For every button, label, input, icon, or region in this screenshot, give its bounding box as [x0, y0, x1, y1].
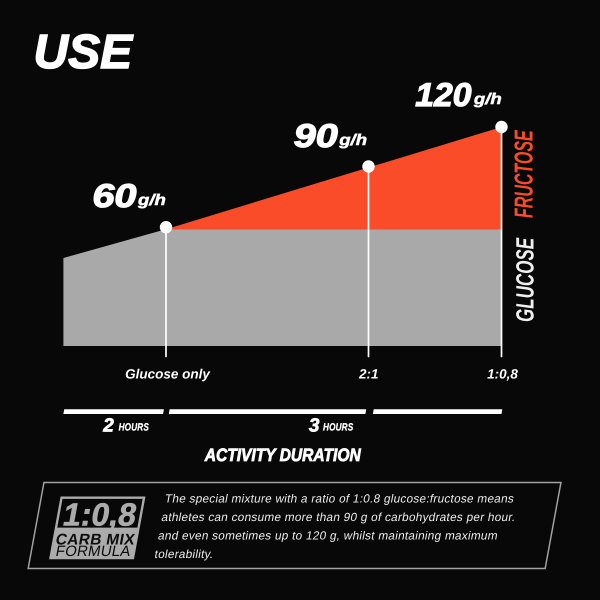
svg-text:FORMULA: FORMULA: [54, 543, 132, 560]
svg-text:athletes can consume more than: athletes can consume more than 90 g of c…: [160, 510, 516, 524]
svg-text:CARB MIX: CARB MIX: [54, 531, 137, 548]
svg-text:1:0,8: 1:0,8: [487, 367, 518, 382]
svg-text:g/h: g/h: [137, 192, 166, 209]
svg-text:g/h: g/h: [473, 91, 502, 108]
svg-text:g/h: g/h: [338, 132, 367, 149]
svg-text:2:1: 2:1: [358, 367, 379, 382]
svg-text:GLUCOSE: GLUCOSE: [512, 237, 540, 322]
svg-text:Glucose only: Glucose only: [125, 367, 211, 382]
svg-text:and even sometimes up to 120 g: and even sometimes up to 120 g, whilst m…: [157, 529, 499, 543]
svg-text:90: 90: [294, 117, 339, 154]
svg-text:2: 2: [102, 416, 114, 437]
svg-text:USE: USE: [34, 26, 135, 79]
svg-text:120: 120: [415, 76, 472, 113]
svg-text:The special mixture with a rat: The special mixture with a ratio of 1:0.…: [164, 491, 516, 505]
svg-text:FRUCTOSE: FRUCTOSE: [509, 130, 539, 218]
svg-text:60: 60: [92, 177, 137, 214]
svg-text:1:0,8: 1:0,8: [60, 497, 140, 533]
svg-text:ACTIVITY DURATION: ACTIVITY DURATION: [204, 445, 362, 465]
svg-text:3: 3: [309, 416, 320, 437]
svg-text:tolerability.: tolerability.: [154, 547, 215, 561]
svg-text:HOURS: HOURS: [119, 422, 149, 434]
svg-text:HOURS: HOURS: [323, 422, 353, 434]
